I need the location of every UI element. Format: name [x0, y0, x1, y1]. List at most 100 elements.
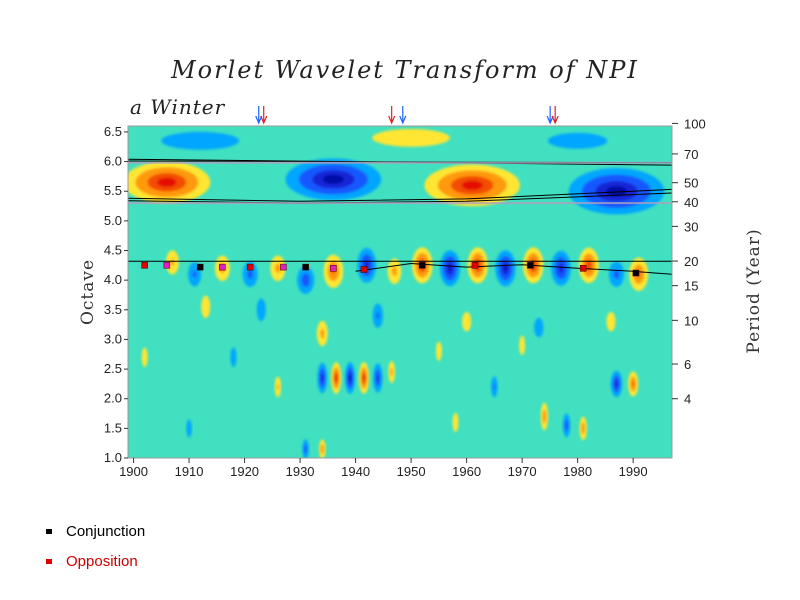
blob-41-level: [564, 419, 569, 432]
marker-opposition-magenta-7: [330, 265, 337, 272]
blob-35-level: [362, 375, 365, 380]
y-tick-label: 5.5: [104, 183, 122, 198]
blob-33-level: [335, 375, 338, 380]
arrow-head: [546, 115, 554, 125]
blob-43-level: [303, 444, 308, 455]
blob-29-level: [462, 311, 472, 332]
arrow-head: [388, 115, 396, 125]
opposition-swatch: [46, 559, 52, 564]
top-arrow-3-1: [551, 106, 559, 125]
period-tick-label: 40: [684, 195, 698, 210]
blob-34-level: [349, 375, 352, 380]
blob-22-level: [585, 259, 593, 272]
marker-opposition-4: [246, 263, 254, 271]
top-arrow-2-0: [399, 106, 407, 125]
blob-11-level: [275, 263, 281, 274]
wavelet-blob-40: [540, 402, 549, 431]
blob-15-level: [391, 266, 398, 277]
top-arrow-3-0: [546, 106, 554, 125]
y-tick-label: 2.5: [104, 361, 122, 376]
blob-3-level: [605, 186, 628, 197]
blob-2-level: [461, 180, 483, 190]
wavelet-blob-35: [358, 362, 369, 394]
marker-opposition-magenta-5: [280, 263, 287, 271]
blob-38-level: [614, 380, 619, 388]
blob-45-level: [141, 347, 148, 367]
top-arrows: [255, 106, 559, 125]
x-tick-label: 1950: [397, 464, 426, 479]
ridge-line-2: [128, 188, 672, 202]
wavelet-blob-48: [435, 341, 442, 361]
wavelet-blob-39: [628, 371, 639, 397]
x-tick-label: 1960: [452, 464, 481, 479]
marker-opposition-8: [360, 266, 368, 273]
arrow-head: [260, 115, 268, 125]
period-tick-label: 70: [684, 147, 698, 162]
y-tick-label: 2.0: [104, 391, 122, 406]
chart-subtitle: a Winter: [130, 95, 226, 119]
marker-conjunction-11: [527, 262, 534, 269]
wavelet-blob-31: [606, 311, 616, 332]
wavelet-blob-11: [270, 255, 286, 282]
y-tick-label: 1.0: [104, 450, 122, 465]
wavelet-blob-14: [357, 247, 377, 283]
wavelet-blob-44: [318, 439, 326, 458]
blob-0-level: [157, 177, 177, 187]
wavelet-blob-28: [372, 303, 383, 328]
marker-opposition-10: [471, 262, 479, 269]
period-tick-label: 20: [684, 254, 698, 269]
blob-8-level: [192, 270, 197, 278]
y-tick-label: 4.0: [104, 272, 122, 287]
wavelet-blob-43: [302, 439, 309, 458]
wavelet-blob-6: [548, 132, 608, 149]
y-tick-label: 4.5: [104, 243, 122, 258]
blob-17-level: [448, 266, 452, 271]
marker-conjunction-13: [632, 269, 640, 277]
x-tick-label: 1990: [619, 464, 648, 479]
blob-1-level: [322, 174, 345, 184]
wavelet-blob-23: [608, 261, 625, 287]
wavelet-blob-1: [285, 158, 382, 201]
blob-32-level: [320, 373, 324, 383]
plot-area: [128, 126, 672, 458]
blob-12-level: [301, 273, 310, 288]
blob-6-level: [548, 132, 608, 149]
blob-7-level: [170, 258, 175, 266]
arrow-head: [551, 115, 559, 125]
wavelet-blob-33: [331, 362, 342, 394]
wavelet-blob-36: [373, 363, 383, 393]
period-tick-label: 10: [684, 313, 698, 328]
marker-conjunction-9: [418, 262, 426, 269]
legend-opposition: Opposition: [46, 553, 138, 570]
blob-42-level: [581, 422, 586, 435]
blob-51-level: [452, 412, 459, 433]
plot-frame: [127, 125, 673, 459]
wavelet-blob-22: [578, 247, 599, 284]
blob-30-level: [534, 317, 544, 338]
wavelet-blob-52: [186, 419, 192, 438]
arrow-head: [255, 115, 263, 125]
wavelet-blob-21: [551, 250, 571, 286]
blob-36-level: [376, 375, 379, 381]
y-tick-label: 5.0: [104, 213, 122, 228]
blob-23-level: [613, 269, 620, 280]
x-tick-label: 1900: [119, 464, 148, 479]
marker-opposition-0: [141, 262, 148, 269]
wavelet-blob-27: [316, 320, 328, 347]
wavelet-blob-45: [141, 347, 148, 367]
period-axis: 4 6 10 15 20 30 40 50 70 100: [672, 116, 706, 407]
blob-47-level: [276, 383, 279, 390]
blob-25-level: [201, 295, 211, 319]
blob-49-level: [493, 383, 496, 390]
wavelet-blob-32: [317, 362, 328, 394]
blob-50-level: [519, 335, 526, 356]
blob-10-level: [247, 269, 253, 280]
marker-opposition-magenta-3: [219, 263, 226, 271]
marker-conjunction-6: [302, 263, 309, 271]
wavelet-blob-29: [462, 311, 472, 332]
period-axis-label: Period (Year): [744, 228, 764, 353]
blob-26-level: [256, 298, 266, 322]
blob-44-level: [320, 444, 324, 455]
wavelet-blob-0: [128, 161, 211, 204]
period-tick-label: 15: [684, 279, 698, 294]
